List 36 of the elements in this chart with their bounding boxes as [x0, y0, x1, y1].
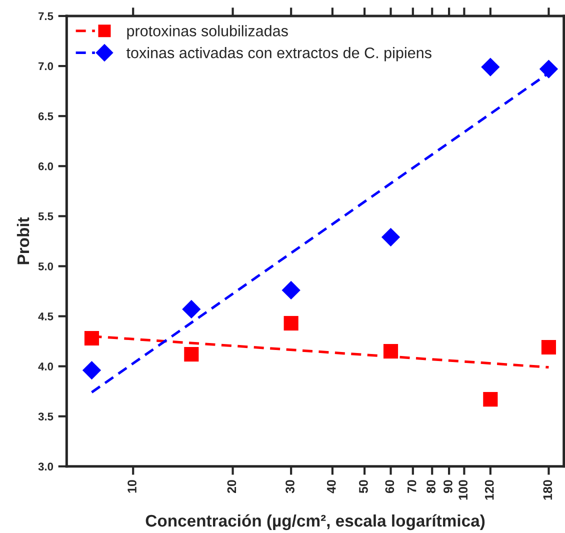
- x-axis-title: Concentración (µg/cm², escala logarítmica): [146, 514, 485, 530]
- x-tick-label: 70: [407, 480, 416, 493]
- x-tick-label: 180: [543, 480, 552, 500]
- point: [182, 300, 201, 319]
- point: [481, 58, 500, 76]
- y-tick-label: 4.5: [38, 312, 54, 320]
- y-tick-label: 7.5: [38, 12, 54, 20]
- point: [284, 316, 298, 331]
- legend-label: toxinas activadas con extractos de C. pipiens: [126, 47, 432, 62]
- x-tick-label: 10: [128, 480, 136, 493]
- legend-label: protoxinas solubilizadas: [127, 25, 288, 40]
- x-tick-label: 80: [426, 480, 436, 494]
- x-tick-label: 120: [484, 480, 494, 500]
- y-tick-label: 4.0: [38, 362, 54, 370]
- x-tick-label: 20: [227, 480, 236, 494]
- point: [282, 280, 300, 300]
- x-tick-label: 30: [286, 480, 294, 494]
- y-tick-label: 7.0: [38, 62, 54, 70]
- y-tick-label: 6.5: [38, 112, 54, 120]
- point: [483, 392, 498, 407]
- point: [381, 228, 400, 246]
- y-tick-label: 5.5: [38, 212, 54, 220]
- x-tick-label: 90: [444, 480, 452, 494]
- y-axis-title: Probit: [16, 217, 30, 264]
- point: [383, 344, 398, 359]
- y-tick-label: 3.5: [38, 412, 54, 420]
- point: [184, 346, 199, 362]
- point: [82, 360, 102, 380]
- point: [84, 330, 100, 346]
- y-tick-label: 6.0: [38, 162, 54, 170]
- x-tick-label: 40: [326, 480, 336, 494]
- y-tick-label: 5.0: [38, 262, 54, 270]
- y-tick-label: 3.0: [38, 462, 54, 471]
- x-tick-label: 60: [385, 480, 394, 494]
- x-tick-label: 100: [458, 480, 468, 500]
- x-tick-label: 50: [359, 480, 368, 494]
